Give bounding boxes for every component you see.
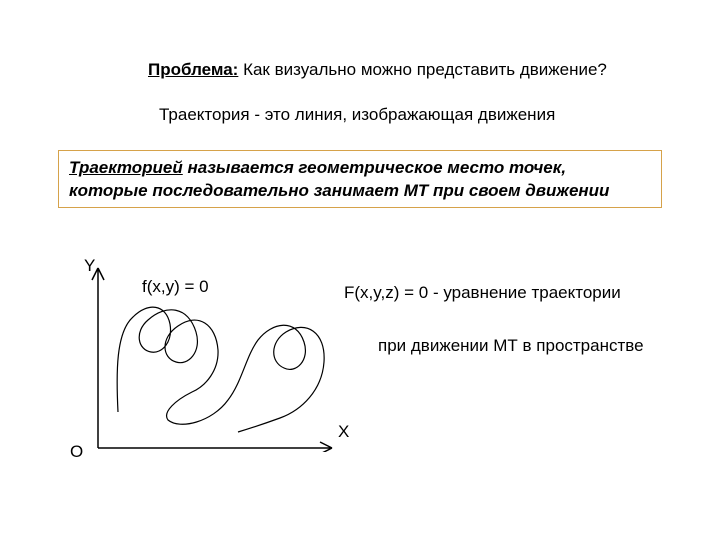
title-label: Проблема: [148, 60, 238, 79]
origin-label: O [70, 442, 83, 462]
definition-text: Траекторией называется геометрическое ме… [69, 157, 651, 203]
definition-line2: которые последовательно занимает МТ при … [69, 181, 609, 200]
definition-box: Траекторией называется геометрическое ме… [58, 150, 662, 208]
x-axis-label: X [338, 422, 349, 442]
title-question: Как визуально можно представить движение… [238, 60, 607, 79]
equation-3d: F(x,y,z) = 0 - уравнение траектории [344, 283, 621, 303]
trajectory-diagram [88, 262, 338, 452]
slide-page: Проблема: Как визуально можно представит… [0, 0, 720, 540]
y-axis [92, 268, 104, 448]
trajectory-path [117, 307, 324, 432]
title-line: Проблема: Как визуально можно представит… [148, 60, 607, 80]
trajectory-svg [88, 262, 338, 452]
note-3d: при движении МТ в пространстве [378, 336, 644, 356]
definition-line1-rest: называется геометрическое место точек, [183, 158, 566, 177]
subtitle-text: Траектория - это линия, изображающая дви… [159, 105, 555, 125]
x-axis [98, 442, 332, 452]
definition-underlined: Траекторией [69, 158, 183, 177]
